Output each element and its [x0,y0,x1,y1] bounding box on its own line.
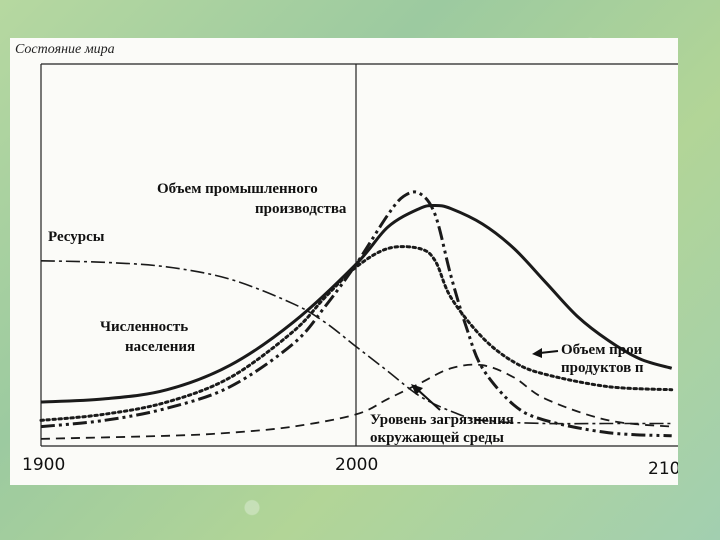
label-pollution-line2: окружающей среды [370,430,504,446]
chart-svg: Состояние мира 1900 2000 210 Объем промы… [15,42,678,479]
label-pollution-line1: Уровень загрязнения [370,412,514,428]
arrow-food-head [532,348,542,358]
x-tick-2100: 210 [648,459,678,479]
x-tick-1900: 1900 [22,455,65,475]
chart-paper: Состояние мира 1900 2000 210 Объем промы… [10,38,678,485]
series-food-line [39,245,674,422]
label-resources: Ресурсы [48,229,105,245]
series-layer [39,190,674,440]
series-industry-line [40,203,673,404]
chart-title: Состояние мира [15,42,115,57]
arrow-pollution-head [411,384,423,395]
annotation-arrows [411,348,559,411]
label-food-line2: продуктов п [561,360,644,376]
x-tick-2000: 2000 [335,455,378,475]
arrow-pollution-shaft [417,389,441,411]
label-industry-line1: Объем промышленного [157,181,318,197]
arrow-food-shaft [539,350,559,354]
label-population-line1: Численность [100,319,188,335]
plot-frame [40,63,678,447]
series-population-line [40,190,672,438]
label-population-line2: населения [125,339,195,355]
label-industry-line2: производства [255,201,347,217]
series-resources-line [40,260,672,425]
label-food-line1: Объем прои [561,342,643,358]
